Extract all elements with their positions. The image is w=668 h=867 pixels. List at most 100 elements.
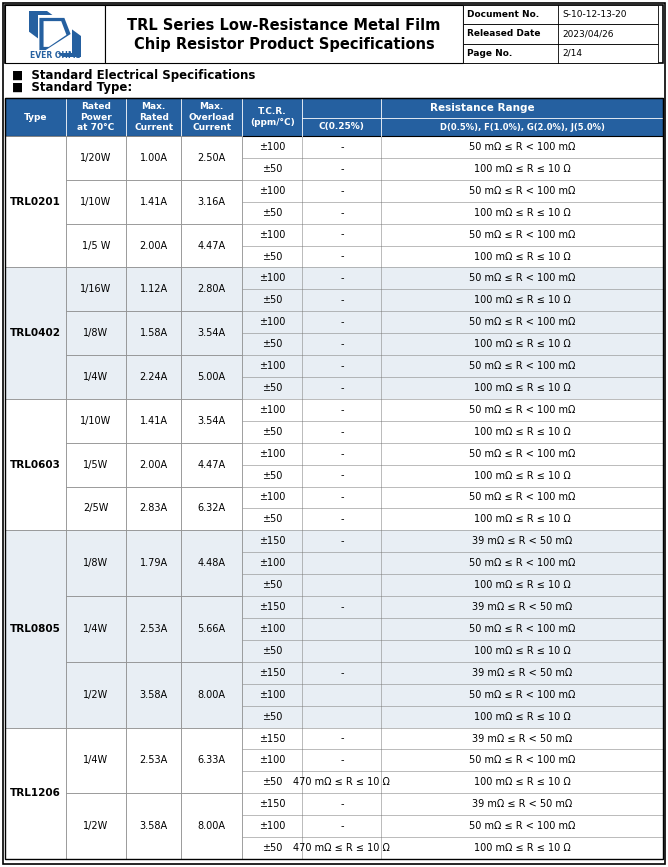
Text: 50 mΩ ≤ R < 100 mΩ: 50 mΩ ≤ R < 100 mΩ (469, 273, 575, 284)
Bar (5, 98, 663, 859)
Bar (5, 443, 663, 465)
Bar (181, 486, 242, 531)
Bar (65, 311, 126, 355)
Text: -: - (340, 142, 343, 152)
Text: ±100: ±100 (259, 449, 285, 459)
Bar (126, 793, 181, 859)
Text: C(0.25%): C(0.25%) (319, 122, 365, 132)
Polygon shape (43, 21, 66, 47)
Text: Max.
Overload
Current: Max. Overload Current (188, 102, 234, 132)
Bar (5, 838, 663, 859)
Text: 2.00A: 2.00A (140, 460, 168, 470)
Text: 4.47A: 4.47A (198, 240, 226, 251)
Bar (5, 399, 65, 531)
Text: 39 mΩ ≤ R < 50 mΩ: 39 mΩ ≤ R < 50 mΩ (472, 537, 572, 546)
Text: 1/20W: 1/20W (80, 153, 112, 163)
Text: 2.24A: 2.24A (140, 372, 168, 382)
Text: ±50: ±50 (262, 646, 283, 655)
Text: ±50: ±50 (262, 251, 283, 262)
Text: 8.00A: 8.00A (198, 689, 226, 700)
Text: 1/16W: 1/16W (80, 284, 112, 295)
Bar (126, 596, 181, 662)
Text: 3.54A: 3.54A (198, 416, 226, 426)
Text: ±100: ±100 (259, 821, 285, 831)
Text: 1/4W: 1/4W (84, 755, 108, 766)
Bar (181, 727, 242, 793)
Text: Released Date: Released Date (467, 29, 540, 38)
Bar (65, 443, 126, 486)
Text: ±50: ±50 (262, 383, 283, 393)
Text: 2.00A: 2.00A (140, 240, 168, 251)
Text: -: - (340, 537, 343, 546)
Bar (5, 596, 663, 618)
Bar (65, 224, 126, 267)
Text: ±100: ±100 (259, 361, 285, 371)
Text: ±150: ±150 (259, 733, 285, 744)
Bar (65, 399, 126, 443)
Text: 50 mΩ ≤ R < 100 mΩ: 50 mΩ ≤ R < 100 mΩ (469, 755, 575, 766)
Text: 1.41A: 1.41A (140, 416, 168, 426)
Text: ±100: ±100 (259, 273, 285, 284)
Text: 1/2W: 1/2W (84, 689, 108, 700)
Text: 1.00A: 1.00A (140, 153, 168, 163)
Bar (5, 202, 663, 224)
Text: 50 mΩ ≤ R < 100 mΩ: 50 mΩ ≤ R < 100 mΩ (469, 624, 575, 634)
Text: ±50: ±50 (262, 778, 283, 787)
Text: ±50: ±50 (262, 514, 283, 525)
Text: -: - (340, 668, 343, 678)
Bar (65, 136, 126, 179)
Text: -: - (340, 799, 343, 809)
Text: ±100: ±100 (259, 405, 285, 415)
Text: 5.66A: 5.66A (198, 624, 226, 634)
Text: -: - (340, 471, 343, 480)
Text: -: - (340, 733, 343, 744)
Text: 2.50A: 2.50A (198, 153, 226, 163)
Bar (5, 136, 663, 158)
Text: 100 mΩ ≤ R ≤ 10 Ω: 100 mΩ ≤ R ≤ 10 Ω (474, 208, 570, 218)
Text: Chip Resistor Product Specifications: Chip Resistor Product Specifications (134, 37, 434, 52)
Bar (181, 311, 242, 355)
Text: -: - (340, 273, 343, 284)
Text: 3.58A: 3.58A (140, 689, 168, 700)
Text: ±50: ±50 (262, 339, 283, 349)
Text: 6.32A: 6.32A (198, 504, 226, 513)
Text: 3.58A: 3.58A (140, 821, 168, 831)
Text: Page No.: Page No. (467, 49, 512, 58)
Text: 100 mΩ ≤ R ≤ 10 Ω: 100 mΩ ≤ R ≤ 10 Ω (474, 514, 570, 525)
Text: -: - (340, 251, 343, 262)
Text: ±100: ±100 (259, 755, 285, 766)
Bar (126, 727, 181, 793)
Bar (126, 224, 181, 267)
Text: 39 mΩ ≤ R < 50 mΩ: 39 mΩ ≤ R < 50 mΩ (472, 602, 572, 612)
Text: 39 mΩ ≤ R < 50 mΩ: 39 mΩ ≤ R < 50 mΩ (472, 733, 572, 744)
Text: ±150: ±150 (259, 602, 285, 612)
Bar (5, 333, 663, 355)
Bar (65, 267, 126, 311)
Text: 100 mΩ ≤ R ≤ 10 Ω: 100 mΩ ≤ R ≤ 10 Ω (474, 843, 570, 853)
Text: D(0.5%), F(1.0%), G(2.0%), J(5.0%): D(0.5%), F(1.0%), G(2.0%), J(5.0%) (440, 122, 605, 132)
Text: ±150: ±150 (259, 668, 285, 678)
Bar (5, 267, 65, 399)
Polygon shape (38, 15, 71, 53)
Bar (181, 267, 242, 311)
Text: ■  Standard Type:: ■ Standard Type: (12, 81, 132, 95)
Text: 50 mΩ ≤ R < 100 mΩ: 50 mΩ ≤ R < 100 mΩ (469, 449, 575, 459)
Text: 2.83A: 2.83A (140, 504, 168, 513)
Bar (463, 5, 658, 24)
Text: 6.33A: 6.33A (198, 755, 226, 766)
Text: 50 mΩ ≤ R < 100 mΩ: 50 mΩ ≤ R < 100 mΩ (469, 230, 575, 239)
Bar (5, 815, 663, 838)
Text: 39 mΩ ≤ R < 50 mΩ: 39 mΩ ≤ R < 50 mΩ (472, 668, 572, 678)
Text: ±50: ±50 (262, 843, 283, 853)
Bar (65, 727, 126, 793)
Text: 100 mΩ ≤ R ≤ 10 Ω: 100 mΩ ≤ R ≤ 10 Ω (474, 778, 570, 787)
Bar (126, 531, 181, 596)
Text: T.C.R.
(ppm/°C): T.C.R. (ppm/°C) (250, 108, 295, 127)
Bar (5, 158, 663, 179)
Text: ±50: ±50 (262, 712, 283, 721)
Bar (181, 355, 242, 399)
Bar (5, 179, 663, 202)
Text: 5.00A: 5.00A (198, 372, 226, 382)
Text: 100 mΩ ≤ R ≤ 10 Ω: 100 mΩ ≤ R ≤ 10 Ω (474, 471, 570, 480)
Text: -: - (340, 164, 343, 174)
